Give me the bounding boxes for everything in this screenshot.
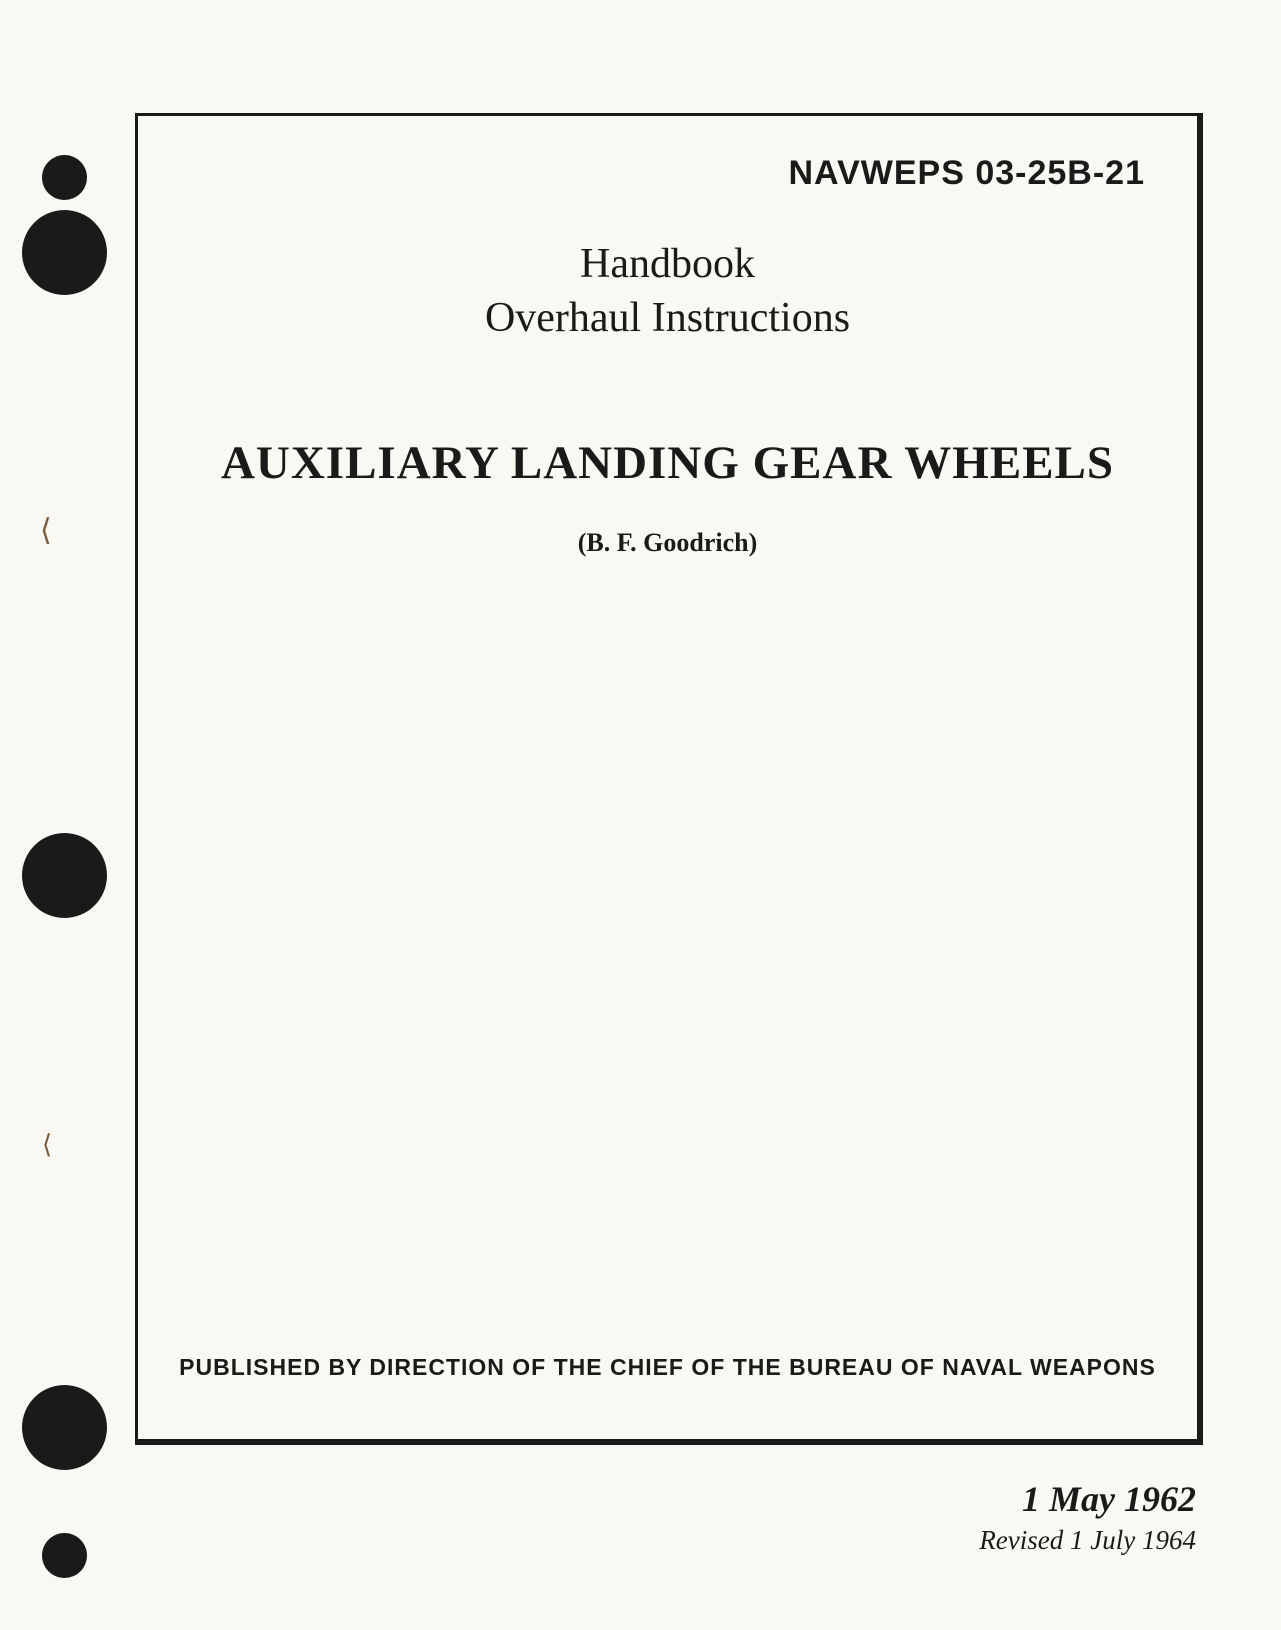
publisher-statement: PUBLISHED BY DIRECTION OF THE CHIEF OF T… [138,1354,1197,1381]
revision-date: Revised 1 July 1964 [979,1525,1196,1556]
publication-date: 1 May 1962 [1022,1478,1196,1520]
binder-hole-icon [22,833,107,918]
document-page: ⟨ ⟨ NAVWEPS 03-25B-21 Handbook Overhaul … [0,0,1281,1630]
binder-hole-icon [22,210,107,295]
document-main-title: AUXILIARY LANDING GEAR WHEELS [138,436,1197,490]
manufacturer-name: (B. F. Goodrich) [138,528,1197,558]
document-number: NAVWEPS 03-25B-21 [789,154,1146,193]
title-frame: NAVWEPS 03-25B-21 Handbook Overhaul Inst… [135,113,1203,1445]
binder-hole-icon [22,1385,107,1470]
handbook-label: Handbook [138,240,1197,288]
scan-artifact-icon: ⟨ [40,513,70,573]
document-subtitle: Overhaul Instructions [138,294,1197,342]
binder-hole-icon [42,1533,87,1578]
scan-artifact-icon: ⟨ [42,1130,72,1170]
binder-hole-icon [42,155,87,200]
